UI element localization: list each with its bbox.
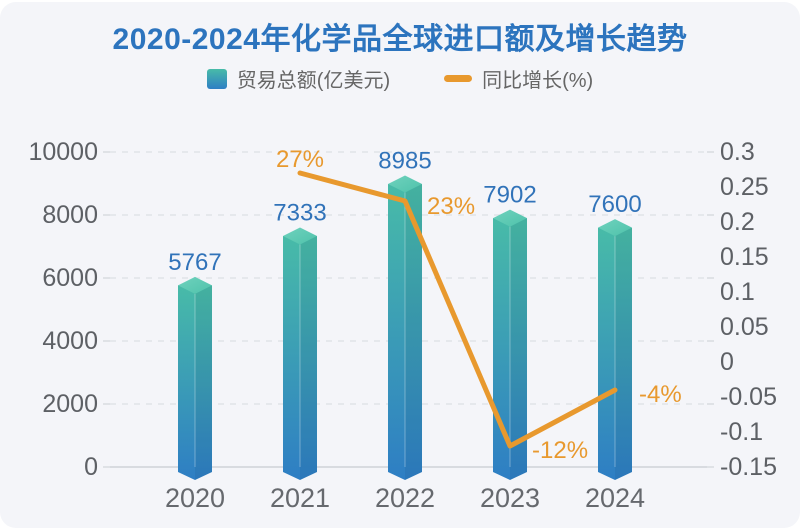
y-axis-label-right: 0.1 xyxy=(720,278,755,306)
bar-cap xyxy=(493,209,527,227)
bar-right-face xyxy=(300,236,317,480)
legend-item-yoy-growth[interactable]: 同比增长(%) xyxy=(444,64,593,93)
y-axis-label-left: 2000 xyxy=(42,390,98,418)
bar-cap xyxy=(283,227,317,245)
bar-right-face xyxy=(510,218,527,480)
growth-point-label-2021: 27% xyxy=(276,146,324,173)
chart-legend: 贸易总额(亿美元) 同比增长(%) xyxy=(0,64,800,93)
y-axis-label-right: 0 xyxy=(720,348,734,376)
bar-value-label-2023: 7902 xyxy=(483,182,536,209)
y-axis-label-left: 0 xyxy=(84,453,98,481)
growth-point-label-2023: -12% xyxy=(532,437,588,464)
y-axis-label-right: 0.15 xyxy=(720,243,769,271)
bar-value-label-2024: 7600 xyxy=(588,191,641,218)
growth-line xyxy=(297,170,618,449)
legend-label-trade-total: 贸易总额(亿美元) xyxy=(236,70,391,92)
bar-2020 xyxy=(178,285,212,480)
y-axis-label-left: 10000 xyxy=(28,138,98,166)
growth-point-label-2022: 23% xyxy=(427,193,475,220)
y-axis-label-right: 0.25 xyxy=(720,173,769,201)
bar-value-label-2021: 7333 xyxy=(273,200,326,227)
y-axis-label-right: 0.2 xyxy=(720,208,755,236)
bar-2021 xyxy=(283,236,317,480)
y-axis-label-right: -0.1 xyxy=(720,418,763,446)
x-axis-label-2021: 2021 xyxy=(270,483,330,513)
x-axis-label-2020: 2020 xyxy=(165,483,225,513)
y-axis-label-right: -0.05 xyxy=(720,383,777,411)
y-axis-label-left: 8000 xyxy=(42,201,98,229)
growth-point-label-2024: -4% xyxy=(639,381,682,408)
bar-right-face xyxy=(615,227,632,480)
bar-series-swatch-icon xyxy=(206,68,227,89)
bar-right-face xyxy=(195,285,212,480)
bar-2022 xyxy=(388,183,422,480)
bar-right-face xyxy=(405,183,422,480)
x-axis-label-2023: 2023 xyxy=(480,483,540,513)
legend-item-trade-total[interactable]: 贸易总额(亿美元) xyxy=(206,64,391,93)
bar-value-label-2020: 5767 xyxy=(168,249,221,276)
y-axis-label-right: 0.05 xyxy=(720,313,769,341)
bar-cap xyxy=(388,175,422,193)
chart-title: 2020-2024年化学品全球进口额及增长趋势 xyxy=(112,23,688,56)
y-axis-label-left: 4000 xyxy=(42,327,98,355)
legend-label-yoy-growth: 同比增长(%) xyxy=(482,70,594,92)
x-axis-label-2022: 2022 xyxy=(375,483,435,513)
bar-2023 xyxy=(493,218,527,480)
bar-2024 xyxy=(598,227,632,480)
line-series-swatch-icon xyxy=(444,75,473,82)
y-axis-label-right: 0.3 xyxy=(720,138,755,166)
y-axis-label-left: 6000 xyxy=(42,264,98,292)
y-axis-label-right: -0.15 xyxy=(720,453,777,481)
bar-cap xyxy=(598,219,632,237)
x-axis-label-2024: 2024 xyxy=(585,483,645,513)
bar-value-label-2022: 8985 xyxy=(378,147,431,174)
bar-cap xyxy=(178,276,212,294)
